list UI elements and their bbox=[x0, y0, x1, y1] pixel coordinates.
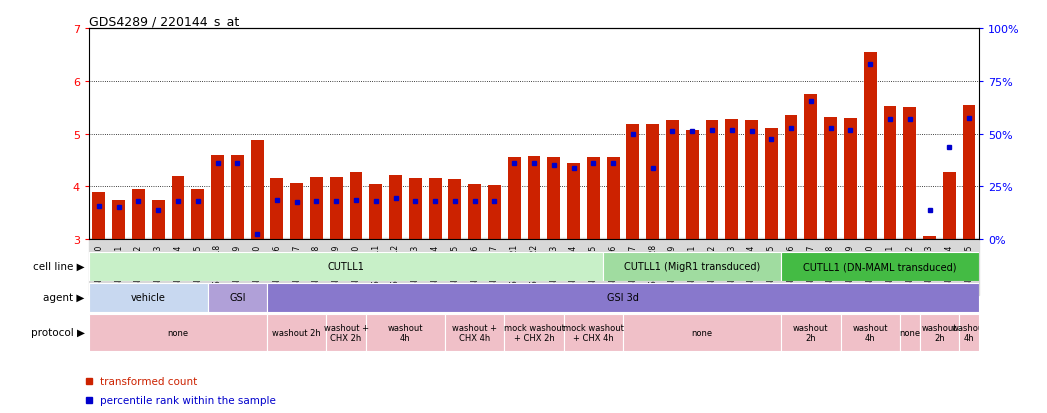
Bar bbox=[745, 121, 758, 240]
Bar bbox=[706, 121, 718, 240]
Bar bbox=[350, 173, 362, 240]
Bar bbox=[781, 314, 841, 351]
Text: cell line ▶: cell line ▶ bbox=[32, 261, 85, 271]
Bar bbox=[587, 158, 600, 240]
Bar bbox=[267, 283, 979, 312]
Bar bbox=[804, 95, 818, 240]
Bar bbox=[666, 121, 678, 240]
Bar bbox=[784, 116, 798, 240]
Bar bbox=[365, 314, 445, 351]
Bar bbox=[389, 175, 402, 240]
Bar bbox=[899, 314, 919, 351]
Text: washout
4h: washout 4h bbox=[952, 323, 987, 342]
Bar bbox=[726, 120, 738, 240]
Bar bbox=[488, 185, 500, 240]
Text: none: none bbox=[691, 328, 713, 337]
Text: GSI: GSI bbox=[229, 292, 246, 302]
Bar bbox=[172, 176, 184, 240]
Text: GSI 3d: GSI 3d bbox=[607, 292, 639, 302]
Bar bbox=[567, 163, 580, 240]
Text: none: none bbox=[168, 328, 188, 337]
Text: percentile rank within the sample: percentile rank within the sample bbox=[99, 394, 275, 405]
Bar bbox=[270, 179, 284, 240]
Bar bbox=[943, 172, 956, 240]
Bar bbox=[686, 131, 698, 240]
Text: washout 2h: washout 2h bbox=[272, 328, 321, 337]
Bar bbox=[207, 283, 267, 312]
Bar bbox=[132, 190, 144, 240]
Bar bbox=[528, 157, 540, 240]
Bar bbox=[563, 314, 623, 351]
Text: washout +
CHX 4h: washout + CHX 4h bbox=[452, 323, 497, 342]
Bar bbox=[192, 190, 204, 240]
Bar bbox=[781, 252, 979, 281]
Bar bbox=[919, 314, 959, 351]
Text: CUTLL1 (MigR1 transduced): CUTLL1 (MigR1 transduced) bbox=[624, 261, 760, 271]
Bar bbox=[508, 158, 520, 240]
Text: CUTLL1 (DN-MAML transduced): CUTLL1 (DN-MAML transduced) bbox=[803, 261, 957, 271]
Text: washout +
CHX 2h: washout + CHX 2h bbox=[324, 323, 369, 342]
Bar bbox=[327, 314, 365, 351]
Text: washout
2h: washout 2h bbox=[921, 323, 957, 342]
Bar bbox=[89, 314, 267, 351]
Bar bbox=[231, 155, 244, 240]
Bar bbox=[884, 107, 896, 240]
Bar bbox=[112, 200, 125, 240]
Bar bbox=[626, 125, 640, 240]
Bar bbox=[89, 252, 603, 281]
Bar bbox=[646, 124, 659, 240]
Text: agent ▶: agent ▶ bbox=[43, 292, 85, 302]
Bar bbox=[962, 105, 976, 240]
Bar bbox=[211, 155, 224, 240]
Bar bbox=[310, 178, 322, 240]
Text: mock washout
+ CHX 2h: mock washout + CHX 2h bbox=[504, 323, 564, 342]
Bar bbox=[89, 283, 207, 312]
Text: none: none bbox=[899, 328, 920, 337]
Bar bbox=[623, 314, 781, 351]
Bar bbox=[606, 158, 620, 240]
Bar bbox=[370, 184, 382, 240]
Bar bbox=[290, 183, 303, 240]
Text: washout
4h: washout 4h bbox=[852, 323, 888, 342]
Text: protocol ▶: protocol ▶ bbox=[30, 328, 85, 338]
Bar bbox=[765, 129, 778, 240]
Text: GDS4289 / 220144_s_at: GDS4289 / 220144_s_at bbox=[89, 15, 240, 28]
Bar bbox=[409, 179, 422, 240]
Bar bbox=[428, 179, 442, 240]
Bar bbox=[330, 178, 342, 240]
Text: washout
4h: washout 4h bbox=[387, 323, 423, 342]
Text: washout
2h: washout 2h bbox=[793, 323, 828, 342]
Bar bbox=[844, 119, 856, 240]
Bar bbox=[152, 200, 164, 240]
Bar bbox=[267, 314, 327, 351]
Text: mock washout
+ CHX 4h: mock washout + CHX 4h bbox=[563, 323, 624, 342]
Bar bbox=[923, 237, 936, 240]
Bar bbox=[603, 252, 781, 281]
Bar bbox=[448, 180, 462, 240]
Bar bbox=[250, 140, 264, 240]
Bar bbox=[468, 184, 481, 240]
Bar bbox=[959, 314, 979, 351]
Bar bbox=[92, 192, 106, 240]
Text: vehicle: vehicle bbox=[131, 292, 165, 302]
Bar bbox=[841, 314, 899, 351]
Text: transformed count: transformed count bbox=[99, 376, 197, 386]
Bar bbox=[904, 108, 916, 240]
Bar bbox=[505, 314, 563, 351]
Text: CUTLL1: CUTLL1 bbox=[328, 261, 364, 271]
Bar bbox=[445, 314, 505, 351]
Bar bbox=[824, 117, 837, 240]
Bar bbox=[864, 52, 876, 240]
Bar bbox=[548, 158, 560, 240]
